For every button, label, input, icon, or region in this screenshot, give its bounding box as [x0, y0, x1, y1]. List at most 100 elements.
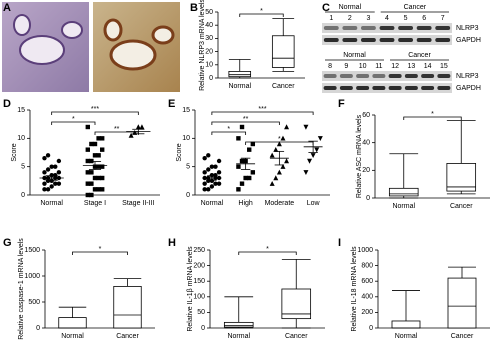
- point: [53, 172, 58, 178]
- band: [421, 86, 435, 90]
- lane-number: 12: [391, 63, 399, 70]
- box: [391, 320, 421, 329]
- significance-bracket: [245, 141, 314, 145]
- point: [92, 175, 98, 181]
- x-tick-label: Cancer: [285, 333, 308, 340]
- point: [49, 184, 54, 189]
- point: [216, 181, 222, 186]
- point: [314, 147, 320, 153]
- y-tick-label: 1000: [24, 273, 40, 280]
- y-tick-label: 200: [193, 262, 205, 269]
- point: [135, 124, 141, 130]
- point: [85, 124, 90, 130]
- y-tick-label: 5: [21, 164, 25, 171]
- x-tick-label: Normal: [395, 333, 418, 340]
- y-tick-label: 1500: [24, 247, 40, 254]
- lane-number: 1: [329, 15, 333, 22]
- lane-number: 2: [348, 15, 352, 22]
- point: [139, 124, 145, 130]
- panel-letter: H: [168, 237, 176, 249]
- panel-letter: B: [190, 2, 198, 14]
- point: [96, 175, 101, 181]
- x-tick-label: Cancer: [450, 203, 473, 210]
- point: [276, 141, 282, 147]
- band: [388, 74, 402, 78]
- point: [206, 153, 211, 158]
- band: [361, 26, 376, 30]
- point: [100, 136, 105, 141]
- y-tick-label: 0: [369, 325, 373, 332]
- point: [42, 187, 47, 192]
- point: [42, 155, 47, 161]
- point: [209, 184, 215, 189]
- y-tick-label: 5: [186, 164, 190, 171]
- band: [398, 38, 413, 42]
- panel-letter: C: [322, 2, 330, 14]
- y-tick-label: 500: [28, 299, 40, 306]
- point: [236, 187, 241, 192]
- point: [213, 164, 218, 169]
- x-tick-label: Low: [307, 200, 321, 207]
- band: [416, 26, 432, 30]
- band: [339, 74, 353, 78]
- panel-letter: F: [338, 98, 345, 110]
- group-label: Cancer: [408, 52, 431, 59]
- x-tick-label: Stage I: [84, 200, 106, 207]
- y-tick-label: 0: [209, 75, 213, 82]
- significance-bracket: [238, 251, 297, 255]
- point: [42, 170, 47, 175]
- significance-label: *: [266, 246, 269, 253]
- y-tick-label: 60: [362, 112, 370, 119]
- lane-number: 4: [385, 15, 389, 22]
- point: [49, 172, 54, 178]
- point: [273, 146, 279, 152]
- y-tick-label: 150: [193, 278, 205, 285]
- panel-letter: I: [338, 237, 341, 249]
- band: [435, 38, 451, 42]
- point: [209, 172, 215, 178]
- significance-label: **: [243, 116, 249, 123]
- significance-bracket: [239, 13, 284, 17]
- lane-number: 8: [328, 63, 332, 70]
- point: [85, 158, 90, 164]
- y-tick-label: 600: [361, 278, 373, 285]
- panel-letter: G: [3, 237, 12, 249]
- box: [446, 163, 477, 192]
- x-tick-label: High: [238, 200, 253, 207]
- significance-label: **: [114, 126, 120, 133]
- point: [96, 153, 101, 158]
- point: [250, 141, 256, 147]
- y-tick-label: 20: [362, 167, 370, 174]
- band: [437, 86, 451, 90]
- point: [213, 172, 218, 178]
- band: [323, 74, 337, 78]
- group-label: Normal: [339, 4, 362, 11]
- point: [56, 158, 62, 164]
- lane-number: 15: [440, 63, 448, 70]
- lane-number: 13: [407, 63, 415, 70]
- gland: [103, 18, 123, 42]
- band: [437, 74, 451, 78]
- point: [96, 136, 101, 141]
- point: [89, 141, 94, 147]
- point: [100, 175, 105, 181]
- y-tick-label: 30: [205, 35, 213, 42]
- y-tick-label: 0: [186, 192, 190, 199]
- y-tick-label: 1000: [357, 247, 373, 254]
- band: [435, 26, 451, 30]
- group-label: Normal: [343, 52, 366, 59]
- panel-letter: D: [3, 98, 11, 110]
- point: [216, 158, 222, 164]
- y-tick-label: 50: [197, 309, 205, 316]
- point: [236, 164, 241, 169]
- lane-number: 6: [422, 15, 426, 22]
- point: [202, 155, 207, 161]
- y-axis-label: Score: [11, 143, 18, 161]
- point: [100, 187, 105, 192]
- lane-number: 5: [404, 15, 408, 22]
- lane-number: 10: [359, 63, 367, 70]
- y-tick-label: 50: [205, 9, 213, 16]
- band: [398, 26, 413, 30]
- point: [49, 178, 54, 184]
